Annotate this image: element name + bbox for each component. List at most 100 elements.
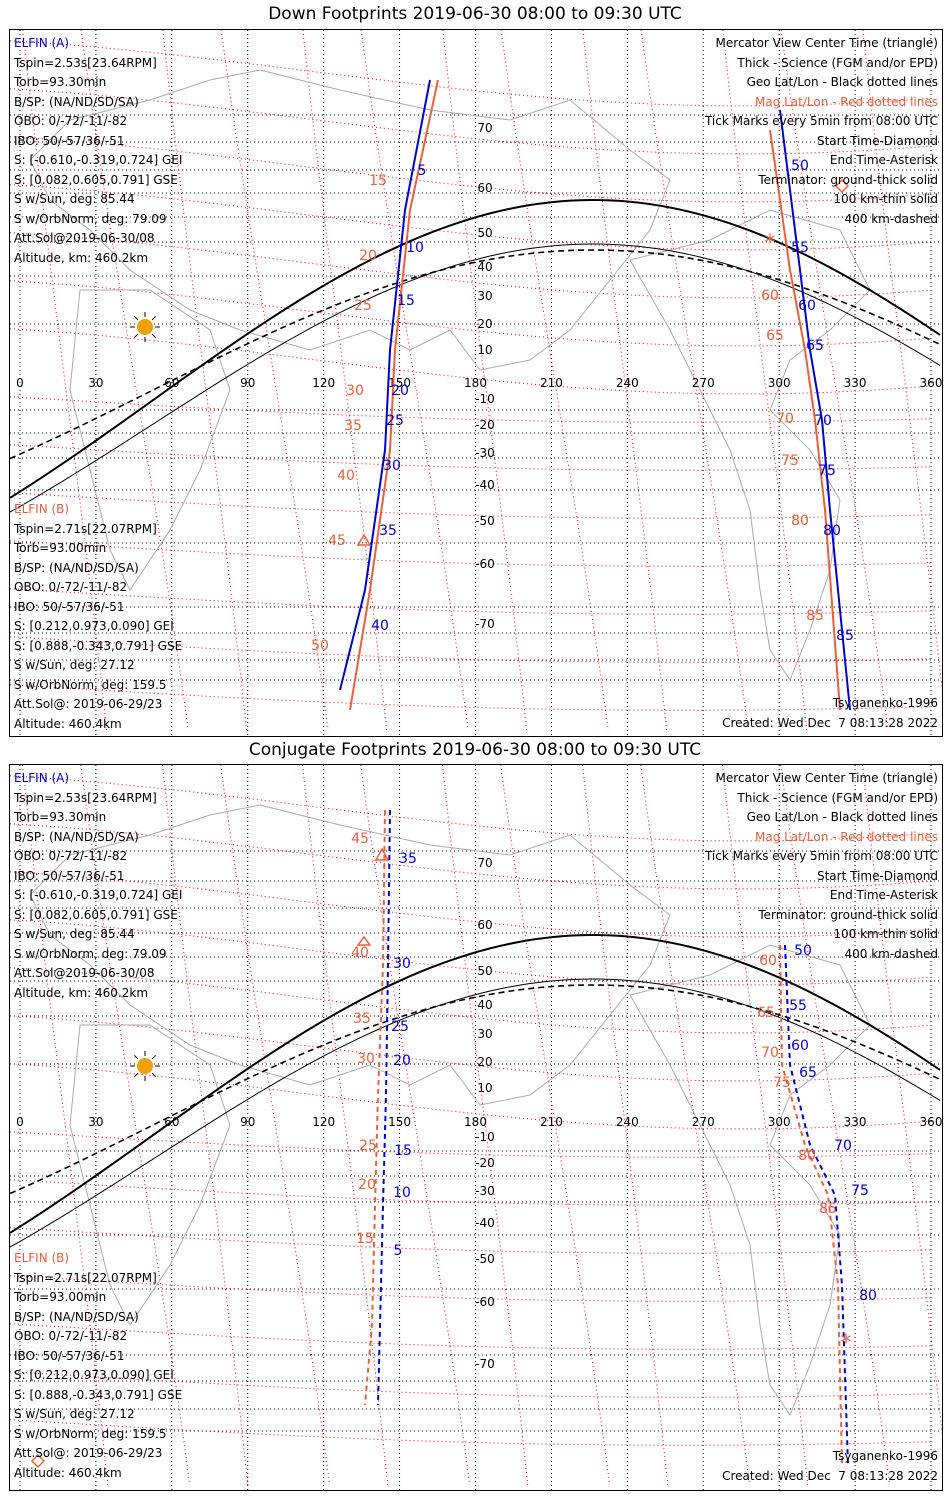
- sun-ray: [134, 333, 139, 338]
- sun-ray: [151, 1055, 156, 1060]
- lat-tick-label: 40: [477, 260, 492, 274]
- lat-tick-label: 50: [477, 226, 492, 240]
- elfin-b-tick-label: 75: [773, 1075, 791, 1091]
- mag-lat-line: [10, 636, 931, 663]
- sun-ray: [151, 333, 156, 338]
- mercator-map-down: 0 30 60 90 120 150 180 210 240 270 300 330 360706050…: [10, 30, 942, 736]
- param-line: S: [0.212,0.973,0.090] GEI: [14, 619, 174, 633]
- elfin-a-track-east: [779, 109, 851, 711]
- elfin-b-tick-label: 40: [351, 945, 369, 961]
- elfin-a-tick-label: 65: [806, 338, 824, 354]
- elfin-a-tick-label: 50: [791, 158, 809, 174]
- elfin-a-heading: ELFIN (A): [14, 36, 70, 50]
- elfin-b-tick-label: 85: [806, 608, 824, 624]
- elfin-b-tick-label: 75: [781, 453, 799, 469]
- param-line: Tspin=2.53s[23.64RPM]: [14, 55, 157, 70]
- coastline: [629, 944, 871, 1417]
- mercator-map-conjugate: 0 30 60 90 120 150 180 210 240 270 300 330 360 70 60 50…: [10, 765, 942, 1490]
- terminator-ground: [10, 199, 941, 499]
- elfin-a-tick-label: 35: [379, 523, 397, 539]
- elfin-a-params: Tspin=2.53s[23.64RPM] Torb=93.30min B/SP: …: [14, 789, 182, 1004]
- elfin-a-tick-label: 70: [834, 1138, 852, 1154]
- elfin-a-tick-label: 55: [789, 998, 807, 1014]
- lat-tick-label: -10: [475, 392, 495, 406]
- lon-tick-label: 210: [540, 1115, 563, 1129]
- param-line: Altitude, km: 460.2km: [14, 985, 149, 1000]
- legend-line: Start Time-Diamond: [816, 133, 938, 148]
- lon-tick-label: 360: [920, 1115, 942, 1129]
- map-panel-down: 0 30 60 90 120 150 180 210 240 270 300 330 360 70 60 50…: [9, 29, 943, 737]
- elfin-a-tick-label: 40: [371, 618, 389, 634]
- mag-lon-line: [862, 765, 942, 1436]
- elfin-a-tick-label: 70: [814, 413, 832, 429]
- elfin-b-tick-label: 40: [337, 468, 355, 484]
- start-time-diamond: [834, 178, 850, 194]
- lat-tick-label: -30: [475, 446, 495, 460]
- param-line: Altitude: 460.4km: [14, 1465, 122, 1480]
- mag-lat-line: [10, 396, 931, 423]
- lat-tick-label: 30: [477, 1027, 492, 1041]
- legend-line: Terminator: ground-thick solid: [758, 907, 938, 922]
- lon-tick-label: 30: [88, 1115, 103, 1129]
- elfin-a-tick-label: 55: [791, 240, 809, 256]
- mag-lon-line: [302, 30, 388, 731]
- elfin-b-tick-label: 70: [776, 411, 794, 427]
- param-line: S w/Sun, deg: 85.44: [14, 192, 135, 206]
- coastline: [629, 209, 871, 682]
- elfin-a-info: ELFIN (A) Tspin=2.53s[23.64RPM] Torb=93.30…: [14, 34, 182, 268]
- legend-line: End Time-Asterisk: [829, 888, 938, 902]
- elfin-b-tick-label: 50: [311, 638, 329, 654]
- lat-tick-label: -70: [475, 617, 495, 631]
- param-line: Altitude, km: 460.2km: [14, 250, 149, 265]
- elfin-b-tick-label: 20: [358, 1177, 376, 1193]
- elfin-b-tick-label: 65: [757, 1005, 775, 1021]
- mag-lat-line: [10, 1419, 931, 1446]
- elfin-b-heading: ELFIN (B): [14, 1251, 70, 1265]
- param-line: S w/OrbNorm, deg: 159.5: [14, 677, 167, 692]
- elfin-a-tick-label: 65: [799, 1065, 817, 1081]
- mag-lon-line: [162, 765, 249, 1486]
- elfin-a-tick-label: 75: [818, 463, 836, 479]
- lat-tick-label: 40: [477, 998, 492, 1012]
- param-line: S: [-0.610,-0.319,0.724] GEI: [14, 888, 183, 902]
- mag-lon-line: [80, 765, 191, 1486]
- param-line: Att.Sol@2019-06-30/08: [14, 231, 155, 245]
- legend-line: Thick - Science (FGM and/or EPD): [737, 790, 938, 805]
- elfin-b-tick-label: 65: [766, 328, 784, 344]
- param-line: OBO: 0/-72/-11/-82: [14, 114, 128, 128]
- elfin-a-tick-label: 20: [391, 383, 409, 399]
- lon-tick-label: 30: [88, 376, 103, 390]
- elfin-a-tick-label: 10: [406, 240, 424, 256]
- lon-tick-label: 180: [464, 376, 487, 390]
- elfin-b-tick-label: 80: [791, 513, 809, 529]
- elfin-a-tick-label: 50: [794, 943, 812, 959]
- param-line: B/SP: (NA/ND/SD/SA): [14, 560, 139, 575]
- lon-tick-label: 180: [464, 1115, 487, 1129]
- mag-lat-line: [10, 1323, 931, 1350]
- mag-lat-line: [10, 492, 931, 519]
- elfin-a-tick-label: 60: [791, 1038, 809, 1054]
- lat-tick-label: 20: [477, 1055, 492, 1069]
- lon-tick-label: 150: [388, 1115, 411, 1129]
- coastline: [29, 804, 671, 1106]
- legend-line: Tick Marks every 5min from 08:00 UTC: [704, 114, 938, 128]
- legend-line: 100 km-thin solid: [833, 192, 938, 206]
- mag-lat-line: [10, 1371, 931, 1398]
- elfin-b-tick-label: 45: [351, 831, 369, 847]
- lat-tick-label: 30: [477, 289, 492, 303]
- legend-line: Start Time-Diamond: [816, 868, 938, 883]
- map-panel-conjugate: 0 30 60 90 120 150 180 210 240 270 300 330 360 70 60 50…: [9, 764, 943, 1491]
- param-line: S w/OrbNorm, deg: 79.09: [14, 211, 167, 226]
- mag-lon-line: [162, 30, 248, 731]
- mag-lat-line: [10, 540, 931, 567]
- legend-line: Mag Lat/Lon - Red dotted lines: [754, 94, 938, 109]
- elfin-a-tick-label: 30: [393, 956, 411, 972]
- legend-line: Geo Lat/Lon - Black dotted lines: [746, 75, 938, 89]
- param-line: B/SP: (NA/ND/SD/SA): [14, 1309, 139, 1324]
- start-time-diamond: [30, 1453, 46, 1469]
- param-line: S: [0.212,0.973,0.090] GEI: [14, 1368, 174, 1382]
- legend-line: End Time-Asterisk: [829, 153, 938, 167]
- mag-lat-line: [10, 1227, 931, 1254]
- terminator-ground: [10, 934, 941, 1234]
- elfin-a-tick-label: 75: [851, 1183, 869, 1199]
